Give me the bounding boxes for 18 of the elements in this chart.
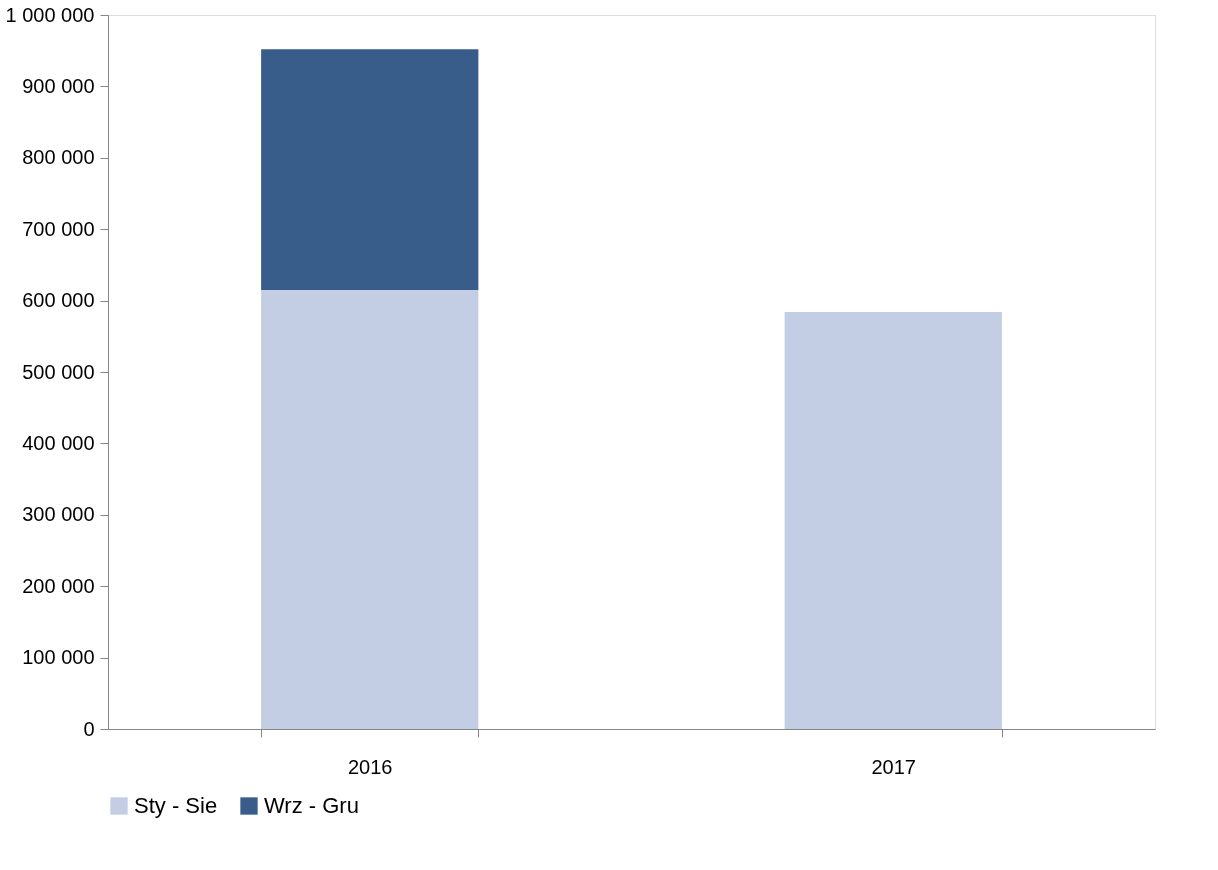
y-tick-label: 700 000 — [22, 217, 95, 240]
x-tick-label: 2017 — [871, 755, 916, 778]
bar — [784, 312, 1002, 729]
x-tick-label: 2016 — [348, 755, 393, 778]
y-tick-label: 800 000 — [22, 146, 95, 169]
y-tick-label: 1 000 000 — [5, 3, 95, 26]
bar — [261, 49, 479, 290]
y-tick-label: 600 000 — [22, 289, 95, 312]
y-tick-label: 300 000 — [22, 503, 95, 526]
y-tick-label: 500 000 — [22, 360, 95, 383]
y-tick-label: 900 000 — [22, 74, 95, 97]
legend-label: Wrz - Gru — [264, 793, 359, 818]
legend-label: Sty - Sie — [134, 793, 218, 818]
y-tick-label: 100 000 — [22, 646, 95, 669]
y-tick-label: 0 — [83, 717, 95, 740]
y-tick-label: 400 000 — [22, 431, 95, 454]
y-tick-label: 200 000 — [22, 574, 95, 597]
bar — [261, 289, 479, 729]
